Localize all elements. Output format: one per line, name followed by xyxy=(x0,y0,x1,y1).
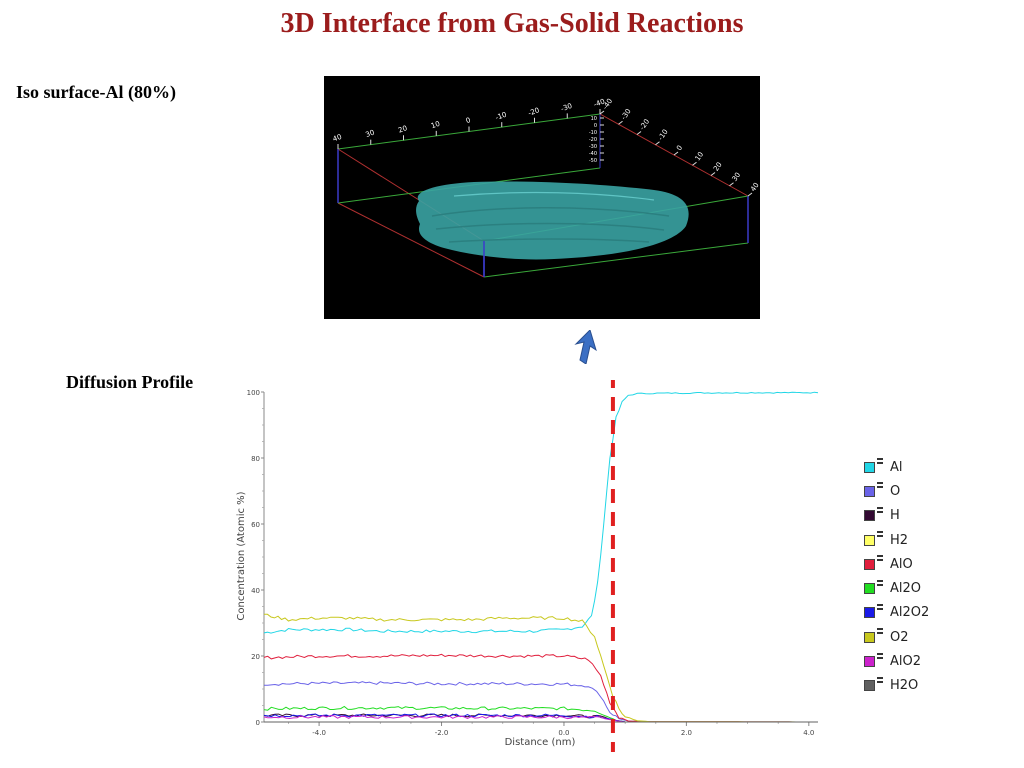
render-right-tick-label: 0 xyxy=(675,144,684,152)
iso-surface-shape xyxy=(416,181,689,260)
slide-title: 3D Interface from Gas-Solid Reactions xyxy=(280,8,744,39)
y-tick-label: 0 xyxy=(256,719,260,727)
render-right-tick-label: 10 xyxy=(694,151,706,163)
series-line-alo xyxy=(263,653,818,723)
y-tick-label: 40 xyxy=(251,587,260,595)
y-axis-label: Concentration (Atomic %) xyxy=(236,491,247,620)
legend-properties-icon xyxy=(876,458,884,468)
legend-swatch xyxy=(864,510,875,522)
legend-item: O xyxy=(864,479,984,503)
render-top-tick-label: -20 xyxy=(527,106,540,117)
legend-properties-icon xyxy=(876,652,884,663)
legend-label: O xyxy=(890,483,901,499)
render-top-tick-label: 20 xyxy=(397,124,408,135)
render-top-tick-label: -40 xyxy=(593,97,606,108)
chart-legend: Al O H H2 AlO Al2O Al2O2 O2 AlO2 H2O xyxy=(864,455,984,698)
legend-properties-icon xyxy=(876,531,884,541)
up-arrow-icon xyxy=(574,330,597,364)
x-tick-label: -4.0 xyxy=(312,729,326,737)
legend-swatch xyxy=(864,461,875,473)
legend-label: Al2O xyxy=(890,581,922,597)
legend-swatch xyxy=(864,656,875,668)
legend-swatch xyxy=(864,534,875,546)
render-top-tick-label: 0 xyxy=(465,116,472,125)
legend-label: AlO2 xyxy=(890,654,922,670)
legend-properties-icon xyxy=(876,628,884,638)
render-vertical-tick-label: -40 xyxy=(589,151,597,157)
legend-swatch xyxy=(864,680,875,692)
x-tick-label: 0.0 xyxy=(558,729,569,737)
legend-item: O2 xyxy=(864,625,984,649)
legend-item: Al xyxy=(864,455,984,479)
legend-properties-icon xyxy=(876,579,884,590)
legend-properties-icon xyxy=(876,506,884,517)
legend-item: Al2O2 xyxy=(864,601,984,625)
legend-item: AlO2 xyxy=(864,649,984,673)
x-tick-label: 4.0 xyxy=(803,729,814,737)
legend-swatch xyxy=(864,558,875,570)
series-line-al xyxy=(263,391,819,634)
render-top-tick-label: -30 xyxy=(560,102,573,113)
legend-swatch xyxy=(864,583,875,595)
x-axis-label: Distance (nm) xyxy=(505,737,576,748)
y-tick-label: 60 xyxy=(251,521,260,529)
iso-surface-render: 40 30 20 10 0 -10 -20 -30 -40 -40 -30 -20 -10 0 10 20 3… xyxy=(324,76,761,319)
legend-label: O2 xyxy=(890,629,909,645)
legend-item: H xyxy=(864,504,984,528)
iso-surface-3d-view: 40 30 20 10 0 -10 -20 -30 -40 -40-30-20-10010203… xyxy=(332,97,761,278)
x-tick-label: 2.0 xyxy=(681,729,692,737)
x-tick-label: -2.0 xyxy=(435,729,449,737)
render-vertical-tick-label: 10 xyxy=(591,116,597,122)
iso-surface-label: Iso surface-Al (80%) xyxy=(16,82,176,102)
legend-properties-icon xyxy=(876,555,884,565)
legend-item: H2 xyxy=(864,528,984,552)
render-vertical-tick-label: -50 xyxy=(589,158,597,164)
render-top-tick-label: -10 xyxy=(494,111,507,122)
series-line-al2o xyxy=(263,705,818,723)
legend-label: Al xyxy=(890,459,903,475)
legend-item: Al2O xyxy=(864,576,984,600)
legend-item: H2O xyxy=(864,674,984,698)
legend-properties-icon xyxy=(876,603,884,614)
render-vertical-tick-label: 0 xyxy=(594,123,597,129)
diffusion-profile-label: Diffusion Profile xyxy=(66,372,194,392)
render-vertical-tick-label: -20 xyxy=(589,137,597,143)
legend-swatch xyxy=(864,485,875,497)
render-top-tick-label: 30 xyxy=(365,128,376,139)
legend-properties-icon xyxy=(876,676,884,687)
legend-label: Al2O2 xyxy=(890,605,930,621)
legend-label: H2 xyxy=(890,532,909,548)
render-right-tick-label: 40 xyxy=(749,181,760,193)
render-vertical-tick-label: -30 xyxy=(589,144,597,150)
legend-properties-icon xyxy=(876,482,884,492)
diffusion-profile-chart: Concentration (Atomic %) Distance (nm) 0… xyxy=(236,380,819,752)
legend-label: H xyxy=(890,508,900,524)
y-tick-label: 20 xyxy=(251,653,260,661)
legend-label: H2O xyxy=(890,678,919,694)
render-right-tick-label: -20 xyxy=(638,118,651,132)
render-right-tick-label: 30 xyxy=(731,171,743,183)
legend-swatch xyxy=(864,631,875,643)
render-right-tick-label: 20 xyxy=(712,161,724,173)
legend-item: AlO xyxy=(864,552,984,576)
render-right-tick-label: -10 xyxy=(657,128,670,142)
render-right-tick-label: -30 xyxy=(620,107,633,121)
y-tick-label: 100 xyxy=(247,389,260,397)
legend-label: AlO xyxy=(890,556,913,572)
render-top-tick-label: 40 xyxy=(332,133,343,144)
render-top-tick-label: 10 xyxy=(430,120,441,131)
legend-swatch xyxy=(864,607,875,619)
y-tick-label: 80 xyxy=(251,455,260,463)
render-vertical-tick-label: -10 xyxy=(589,130,597,136)
